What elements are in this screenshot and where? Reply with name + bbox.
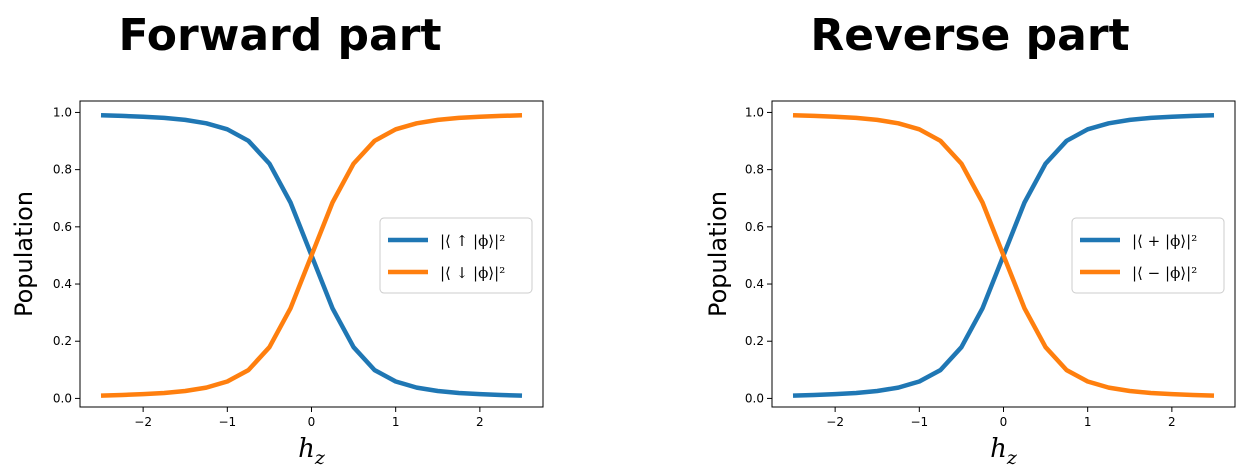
y-tick-label: 0.6 (745, 220, 764, 234)
legend-label-1: |⟨ ↑ |ϕ⟩|² (440, 232, 505, 250)
reverse-chart: −2 −1 0 1 2 0.0 0.2 0.4 0.6 0.8 1.0 Population hz |⟨ … (704, 100, 1236, 469)
x-tick-label: −2 (134, 415, 152, 429)
y-tick-label: 0.0 (53, 391, 72, 405)
x-tick-label: 2 (1168, 415, 1176, 429)
forward-chart: −2 −1 0 1 2 0.0 0.2 0.4 0.6 0.8 1.0 Population hz |⟨ … (10, 100, 544, 469)
legend-label-2: |⟨ − |ϕ⟩|² (1132, 264, 1197, 282)
x-tick-label: 1 (1084, 415, 1092, 429)
series-line-2 (792, 113, 1215, 398)
y-tick-label: 0.2 (745, 334, 764, 348)
series-line-2 (100, 113, 523, 398)
y-axis-label: Population (10, 191, 38, 317)
y-tick-label: 0.8 (745, 163, 764, 177)
legend: |⟨ ↑ |ϕ⟩|² |⟨ ↓ |ϕ⟩|² (379, 217, 533, 294)
legend-label-1: |⟨ + |ϕ⟩|² (1132, 232, 1197, 250)
x-tick-label: 1 (392, 415, 400, 429)
x-tick-label: 0 (1000, 415, 1008, 429)
legend: |⟨ + |ϕ⟩|² |⟨ − |ϕ⟩|² (1071, 217, 1225, 294)
y-tick-label: 1.0 (745, 105, 764, 119)
legend-label-2: |⟨ ↓ |ϕ⟩|² (440, 264, 505, 282)
x-axis-label-subscript: z (1006, 447, 1018, 469)
x-axis-label-subscript: z (314, 447, 326, 469)
x-tick-label: 2 (476, 415, 484, 429)
y-tick-label: 1.0 (53, 105, 72, 119)
x-axis-label: hz (990, 434, 1018, 469)
y-tick-label: 0.2 (53, 334, 72, 348)
x-axis-label-main: h (990, 434, 1007, 464)
x-tick-label: −2 (826, 415, 844, 429)
chart-title-reverse: Reverse part (810, 10, 1130, 61)
x-tick-label: −1 (910, 415, 928, 429)
x-tick-label: −1 (218, 415, 236, 429)
y-tick-label: 0.8 (53, 163, 72, 177)
y-tick-label: 0.4 (745, 277, 764, 291)
x-axis-label: hz (298, 434, 326, 469)
y-axis-label: Population (704, 191, 732, 317)
y-tick-label: 0.0 (745, 391, 764, 405)
y-tick-label: 0.4 (53, 277, 72, 291)
chart-title-forward: Forward part (118, 10, 442, 61)
x-axis-label-main: h (298, 434, 315, 464)
y-tick-label: 0.6 (53, 220, 72, 234)
x-tick-label: 0 (308, 415, 316, 429)
